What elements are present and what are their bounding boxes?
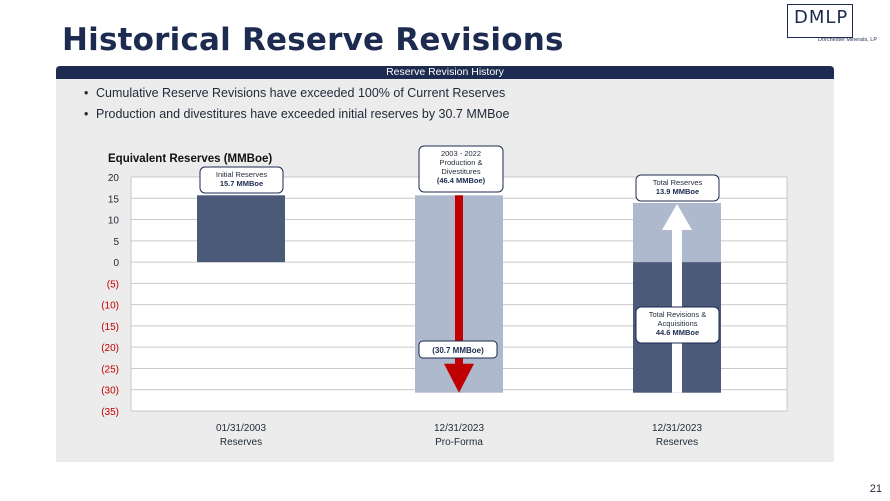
callout-total-reserves-value: 13.9 MMBoe <box>656 187 699 196</box>
callout-production-text: Divestitures <box>441 167 480 176</box>
y-tick-label: (35) <box>101 407 119 418</box>
down-arrow-head <box>444 363 474 393</box>
y-tick-label: 0 <box>113 258 119 269</box>
y-tick-label: 10 <box>108 216 120 227</box>
company-logo: DMLP Dorchester Minerals, LP <box>787 4 882 44</box>
x-tick-label: Pro-Forma <box>435 437 483 448</box>
bullet-dot: • <box>84 107 89 121</box>
y-tick-label: (25) <box>101 364 119 375</box>
callout-revisions-text: Total Revisions & <box>649 310 707 319</box>
chart-title: Equivalent Reserves (MMBoe) <box>108 153 272 165</box>
callout-proforma <box>418 340 498 359</box>
bullet-list: • Cumulative Reserve Revisions have excee… <box>84 86 509 128</box>
x-tick-label: Reserves <box>220 437 262 448</box>
y-tick-label: 20 <box>108 173 120 184</box>
callout-total-reserves-text: Total Reserves <box>653 178 703 187</box>
down-arrow-shaft <box>455 195 463 365</box>
logo-box <box>787 4 853 38</box>
callout-production <box>418 145 504 193</box>
y-tick-label: 5 <box>113 237 119 248</box>
callout-production-value: (46.4 MMBoe) <box>437 176 486 185</box>
callout-revisions-value: 44.6 MMBoe <box>656 328 699 337</box>
bullet-dot: • <box>84 86 89 100</box>
callout-initial-reserves-value: 15.7 MMBoe <box>220 179 263 188</box>
page-number: 21 <box>869 483 882 495</box>
y-tick-label: 15 <box>108 194 120 205</box>
bullet-text: Cumulative Reserve Revisions have exceed… <box>96 86 506 100</box>
y-tick-label: (30) <box>101 386 119 397</box>
section-banner: Reserve Revision History <box>56 66 834 79</box>
callout-proforma-value: (30.7 MMBoe) <box>432 346 484 355</box>
y-tick-label: (10) <box>101 301 119 312</box>
y-tick-label: (15) <box>101 322 119 333</box>
x-tick-label: 12/31/2023 <box>652 423 702 434</box>
callout-initial-reserves-text: Initial Reserves <box>216 170 268 179</box>
callout-total-reserves <box>635 174 720 202</box>
page-title: Historical Reserve Revisions <box>62 22 564 58</box>
x-tick-label: Reserves <box>656 437 698 448</box>
x-tick-label: 01/31/2003 <box>216 423 266 434</box>
logo-subtitle: Dorchester Minerals, LP <box>818 37 877 43</box>
bar <box>197 195 285 263</box>
callout-initial-reserves <box>199 166 284 194</box>
callout-revisions <box>635 306 720 344</box>
bullet-item: • Cumulative Reserve Revisions have excee… <box>84 86 509 100</box>
bullet-item: • Production and divestitures have exceed… <box>84 107 509 121</box>
callout-production-text: Production & <box>440 158 483 167</box>
bullet-text: Production and divestitures have exceede… <box>96 107 510 121</box>
up-arrow-head <box>662 203 692 230</box>
x-tick-label: 12/31/2023 <box>434 423 484 434</box>
y-tick-label: (20) <box>101 343 119 354</box>
callout-revisions-text: Acquisitions <box>657 319 697 328</box>
logo-text: DMLP <box>794 7 849 28</box>
y-tick-label: (5) <box>107 279 119 290</box>
callout-production-text: 2003 - 2022 <box>441 149 481 158</box>
